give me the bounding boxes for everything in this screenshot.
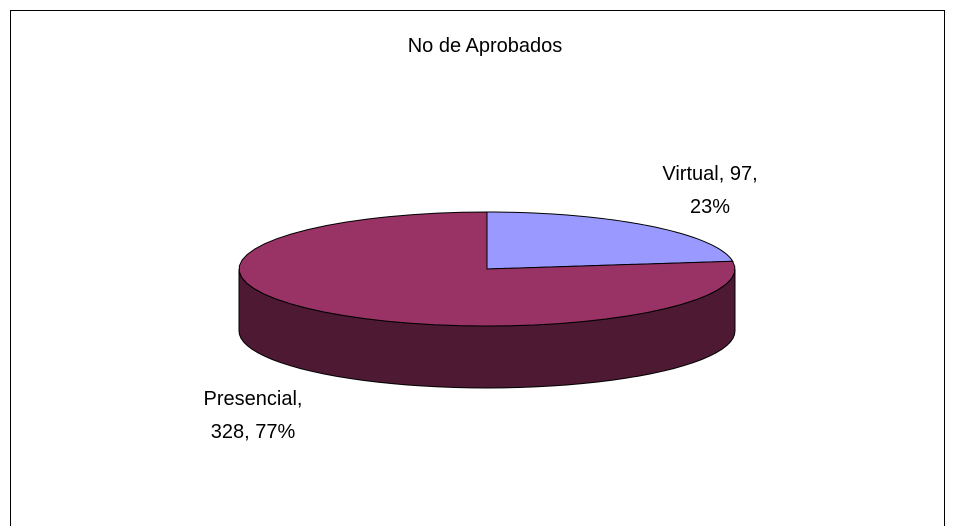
data-label: Presencial, 328, 77% [204, 388, 303, 443]
data-label-line: 23% [690, 196, 730, 218]
data-label-line: Virtual, 97, [662, 163, 757, 185]
pie-slice [486, 211, 734, 270]
data-label-line: 328, 77% [211, 421, 296, 443]
chart-title: No de Aprobados [408, 35, 563, 57]
data-label: Virtual, 97, 23% [662, 163, 757, 218]
data-label-line: Presencial, [204, 388, 303, 410]
pie-slice [238, 211, 736, 327]
